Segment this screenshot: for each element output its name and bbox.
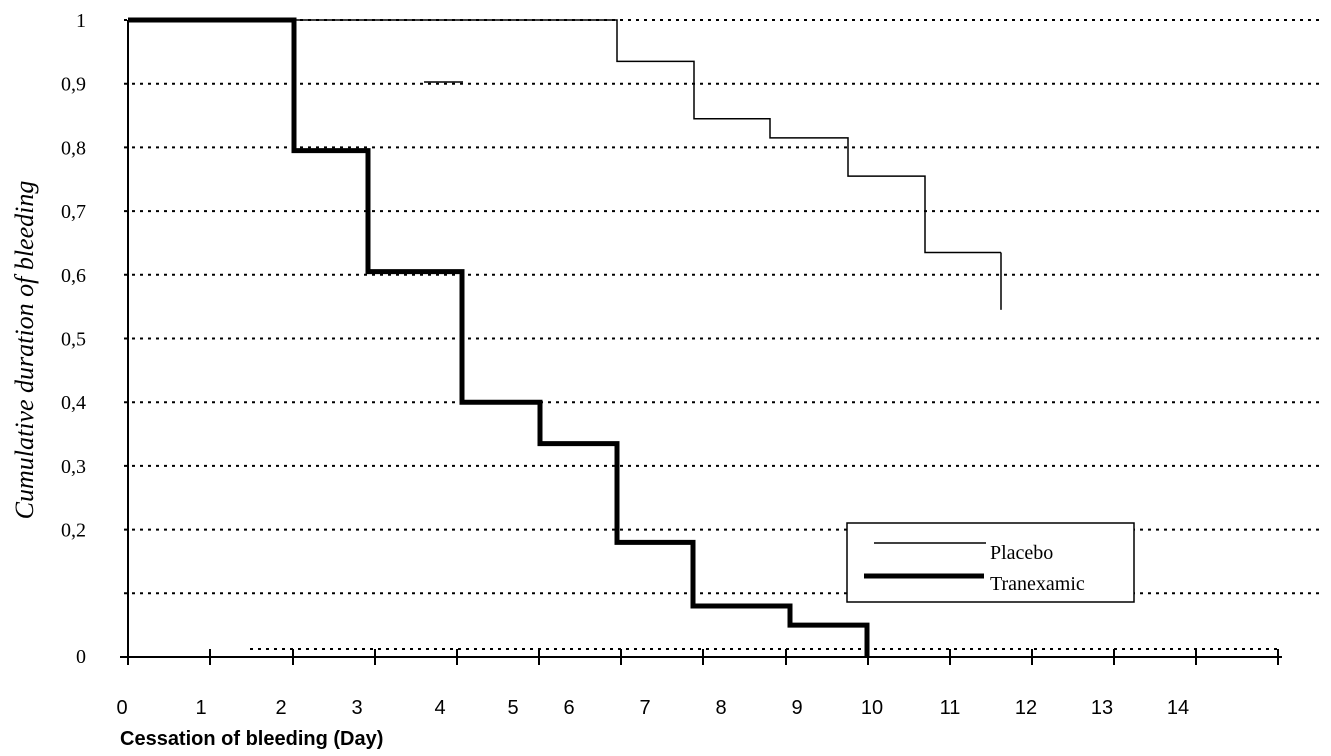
x-tick-label: 7 (639, 697, 650, 719)
y-tick-label: 0,6 (61, 265, 86, 287)
y-tick-label: 0,3 (61, 456, 86, 478)
y-tick-label: 1 (76, 10, 86, 32)
y-axis-title: Cumulative duration of bleeding (10, 181, 39, 520)
legend-label-placebo: Placebo (990, 542, 1053, 564)
x-tick-label: 10 (861, 697, 883, 719)
x-tick-labels: 0 1 2 3 4 5 6 7 8 9 10 11 12 13 14 (116, 649, 1279, 719)
x-tick-label: 12 (1015, 697, 1037, 719)
x-tick-label: 11 (940, 697, 961, 719)
x-tick-label: 1 (195, 697, 206, 719)
x-tick-label: 8 (715, 697, 726, 719)
series-line-placebo (128, 19, 1001, 254)
legend-box (846, 522, 1135, 603)
y-tick-label: 0,4 (61, 392, 86, 414)
series-line-tranexamic (128, 17, 870, 657)
y-tick-label: 0 (76, 646, 86, 668)
y-tick-label: 0,9 (61, 74, 86, 96)
grid-lines (124, 19, 1320, 650)
x-tick-label: 13 (1091, 697, 1113, 719)
y-tick-label: 0,7 (61, 201, 86, 223)
y-tick-labels: 0 0,2 0,3 0,4 0,5 0,6 0,7 0,8 0,9 1 (61, 10, 86, 668)
axes (120, 20, 1282, 658)
y-tick-label: 0,8 (61, 137, 86, 159)
x-tick-label: 14 (1167, 697, 1189, 719)
x-tick-label: 0 (116, 697, 127, 719)
x-tick-label: 3 (351, 697, 362, 719)
x-axis-title: Cessation of bleeding (Day) (120, 728, 383, 750)
x-tick-label: 4 (434, 697, 445, 719)
x-tick-label: 9 (791, 697, 802, 719)
legend: Placebo Tranexamic (846, 522, 1135, 603)
x-tick-label: 2 (275, 697, 286, 719)
y-tick-label: 0,2 (61, 520, 86, 542)
x-tick-label: 6 (563, 697, 574, 719)
legend-label-tranexamic: Tranexamic (990, 573, 1085, 595)
x-tick-label: 5 (507, 697, 518, 719)
series-lines (128, 17, 1002, 657)
y-tick-label: 0,5 (61, 329, 86, 351)
